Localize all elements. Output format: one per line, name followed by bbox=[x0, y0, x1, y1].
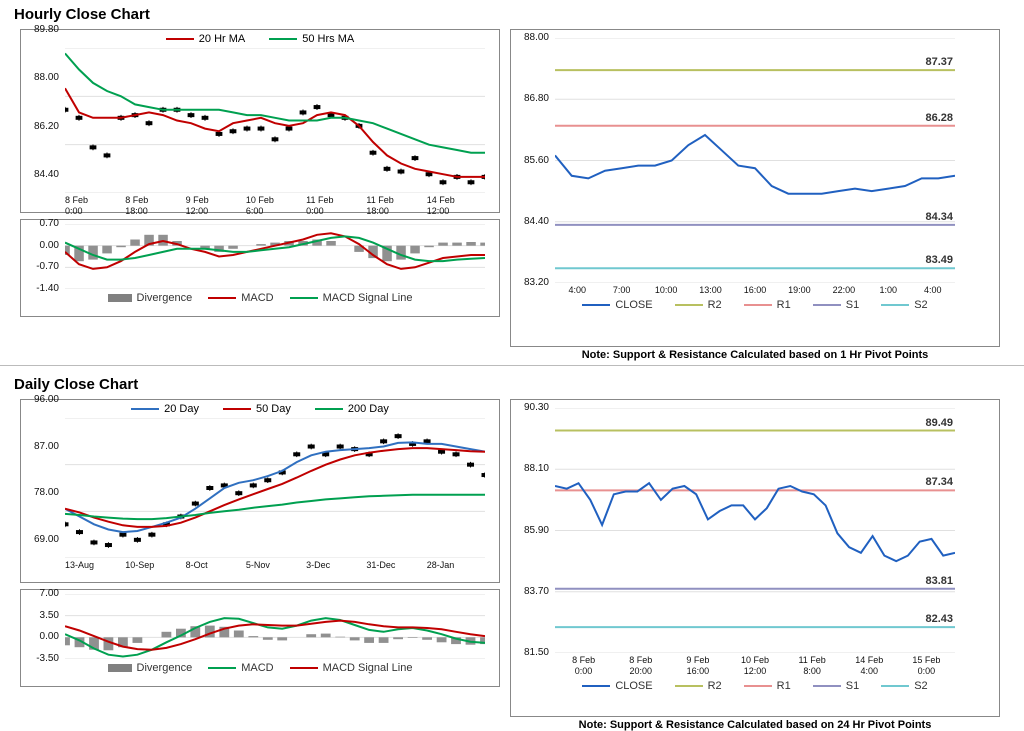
hourly-title: Hourly Close Chart bbox=[0, 0, 1024, 29]
legend-item: S2 bbox=[881, 299, 927, 311]
legend-item: MACD bbox=[208, 662, 273, 674]
daily-sr-note: Note: Support & Resistance Calculated ba… bbox=[510, 717, 1000, 731]
legend-item: 200 Day bbox=[315, 403, 389, 415]
daily-sr-chart: 89.4987.3483.8182.43 90.3088.1085.9083.7… bbox=[510, 399, 1000, 717]
legend-item: MACD Signal Line bbox=[290, 292, 413, 304]
legend-item: MACD bbox=[208, 292, 273, 304]
legend-item: 50 Hrs MA bbox=[269, 33, 354, 45]
legend-item: Divergence bbox=[108, 292, 193, 304]
hourly-main-chart: 20 Hr MA50 Hrs MA 89.8088.0086.2084.40 8… bbox=[20, 29, 500, 213]
hourly-section: Hourly Close Chart 20 Hr MA50 Hrs MA 89.… bbox=[0, 0, 1024, 361]
daily-main-chart: 20 Day50 Day200 Day 96.0087.0078.0069.00… bbox=[20, 399, 500, 583]
hourly-macd-legend: Divergence MACD MACD Signal Line bbox=[21, 289, 499, 307]
legend-item: Divergence bbox=[108, 662, 193, 674]
legend-label: MACD Signal Line bbox=[323, 662, 413, 674]
legend-item: R2 bbox=[675, 299, 722, 311]
daily-section: Daily Close Chart 20 Day50 Day200 Day 96… bbox=[0, 370, 1024, 731]
legend-item: 20 Hr MA bbox=[166, 33, 245, 45]
legend-item: 20 Day bbox=[131, 403, 199, 415]
daily-macd-legend: Divergence MACD MACD Signal Line bbox=[21, 659, 499, 677]
legend-item: R1 bbox=[744, 299, 791, 311]
daily-title: Daily Close Chart bbox=[0, 370, 1024, 399]
legend-item: R2 bbox=[675, 680, 722, 692]
legend-item: S1 bbox=[813, 299, 859, 311]
legend-label: Divergence bbox=[137, 662, 193, 674]
legend-label: 50 Hrs MA bbox=[302, 33, 354, 45]
legend-item: CLOSE bbox=[582, 299, 652, 311]
legend-label: MACD Signal Line bbox=[323, 292, 413, 304]
legend-label: 20 Hr MA bbox=[199, 33, 245, 45]
legend-label: MACD bbox=[241, 292, 273, 304]
daily-main-legend: 20 Day 50 Day 200 Day bbox=[21, 400, 499, 418]
daily-macd-chart: 7.003.500.00-3.50 DivergenceMACDMACD Sig… bbox=[20, 589, 500, 687]
legend-label: 200 Day bbox=[348, 403, 389, 415]
hourly-sr-note: Note: Support & Resistance Calculated ba… bbox=[510, 347, 1000, 361]
legend-label: 50 Day bbox=[256, 403, 291, 415]
hourly-macd-chart: 0.700.00-0.70-1.40 DivergenceMACDMACD Si… bbox=[20, 219, 500, 317]
legend-item: 50 Day bbox=[223, 403, 291, 415]
legend-item: CLOSE bbox=[582, 680, 652, 692]
legend-item: MACD Signal Line bbox=[290, 662, 413, 674]
divider bbox=[0, 365, 1024, 366]
legend-label: MACD bbox=[241, 662, 273, 674]
hourly-main-legend: 20 Hr MA 50 Hrs MA bbox=[21, 30, 499, 48]
legend-label: Divergence bbox=[137, 292, 193, 304]
hourly-sr-chart: 87.3786.2884.3483.49 88.0086.8085.6084.4… bbox=[510, 29, 1000, 347]
legend-item: R1 bbox=[744, 680, 791, 692]
legend-label: 20 Day bbox=[164, 403, 199, 415]
legend-item: S1 bbox=[813, 680, 859, 692]
legend-item: S2 bbox=[881, 680, 927, 692]
